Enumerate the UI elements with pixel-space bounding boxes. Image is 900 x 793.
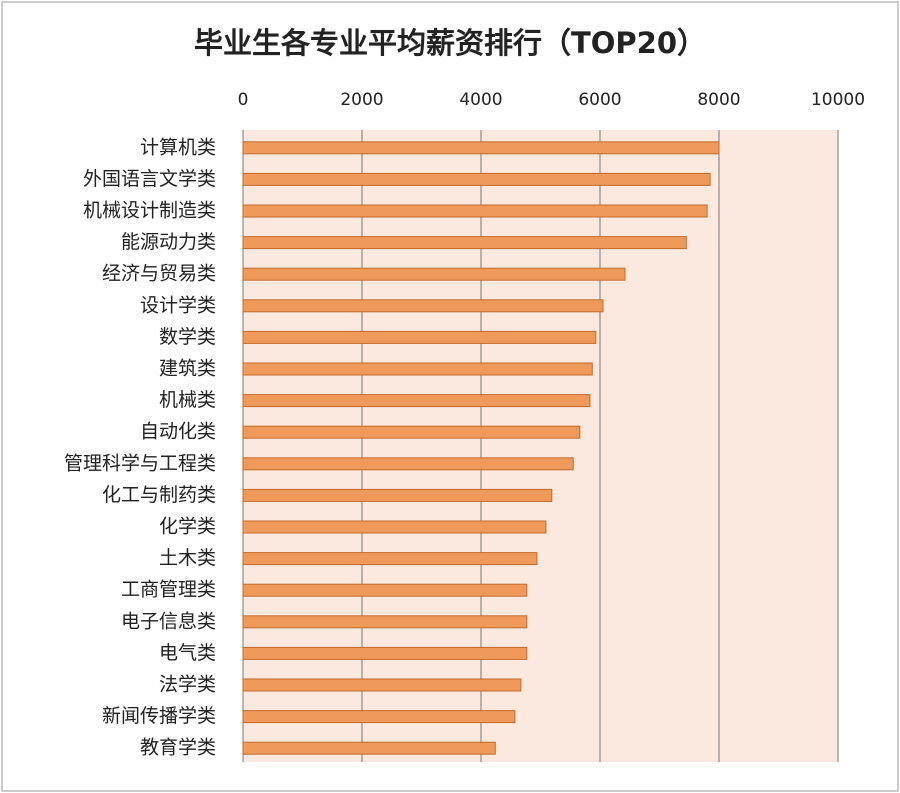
y-tick-label: 教育学类 xyxy=(140,737,216,759)
y-tick-label: 工商管理类 xyxy=(121,579,216,601)
y-tick-label: 建筑类 xyxy=(159,358,216,380)
bar xyxy=(242,520,547,534)
bar xyxy=(242,425,581,439)
y-tick-label: 自动化类 xyxy=(140,421,216,443)
bar xyxy=(242,457,574,471)
y-tick-label: 设计学类 xyxy=(140,294,216,316)
y-tick-label: 计算机类 xyxy=(140,136,216,158)
bar xyxy=(242,646,528,660)
y-tick-label: 外国语言文学类 xyxy=(83,168,216,190)
y-tick-label: 化工与制药类 xyxy=(102,484,216,506)
x-tick-label: 0 xyxy=(238,90,249,110)
bar xyxy=(242,141,720,155)
y-tick-label: 机械类 xyxy=(159,389,216,411)
y-tick-label: 管理科学与工程类 xyxy=(64,452,216,474)
y-tick-label: 机械设计制造类 xyxy=(83,200,216,222)
x-tick-label: 4000 xyxy=(459,90,502,110)
bar xyxy=(242,299,604,313)
y-tick-label: 化学类 xyxy=(159,516,216,538)
y-tick-label: 经济与贸易类 xyxy=(102,263,216,285)
bar xyxy=(242,710,516,724)
y-tick-label: 数学类 xyxy=(159,326,216,348)
bar xyxy=(242,583,528,597)
y-tick-label: 能源动力类 xyxy=(121,231,216,253)
bar xyxy=(242,267,626,281)
x-tick-label: 6000 xyxy=(578,90,621,110)
chart-title: 毕业生各专业平均薪资排行（TOP20） xyxy=(194,26,706,60)
bar xyxy=(242,330,597,344)
x-tick-label: 8000 xyxy=(697,90,740,110)
bar xyxy=(242,615,528,629)
bar xyxy=(242,172,711,186)
y-tick-label: 法学类 xyxy=(159,674,216,696)
bar xyxy=(242,678,522,692)
y-tick-label: 新闻传播学类 xyxy=(102,705,216,727)
bar xyxy=(242,362,593,376)
y-tick-label: 电气类 xyxy=(159,642,216,664)
y-tick-label: 土木类 xyxy=(159,547,216,569)
bar xyxy=(242,552,538,566)
x-tick-label: 2000 xyxy=(340,90,383,110)
y-tick-label: 电子信息类 xyxy=(121,610,216,632)
bar xyxy=(242,394,591,408)
x-tick-label: 10000 xyxy=(811,90,865,110)
plot-area xyxy=(243,130,838,762)
bar xyxy=(242,741,496,755)
bar xyxy=(242,236,687,250)
bar xyxy=(242,488,553,502)
bar xyxy=(242,204,708,218)
